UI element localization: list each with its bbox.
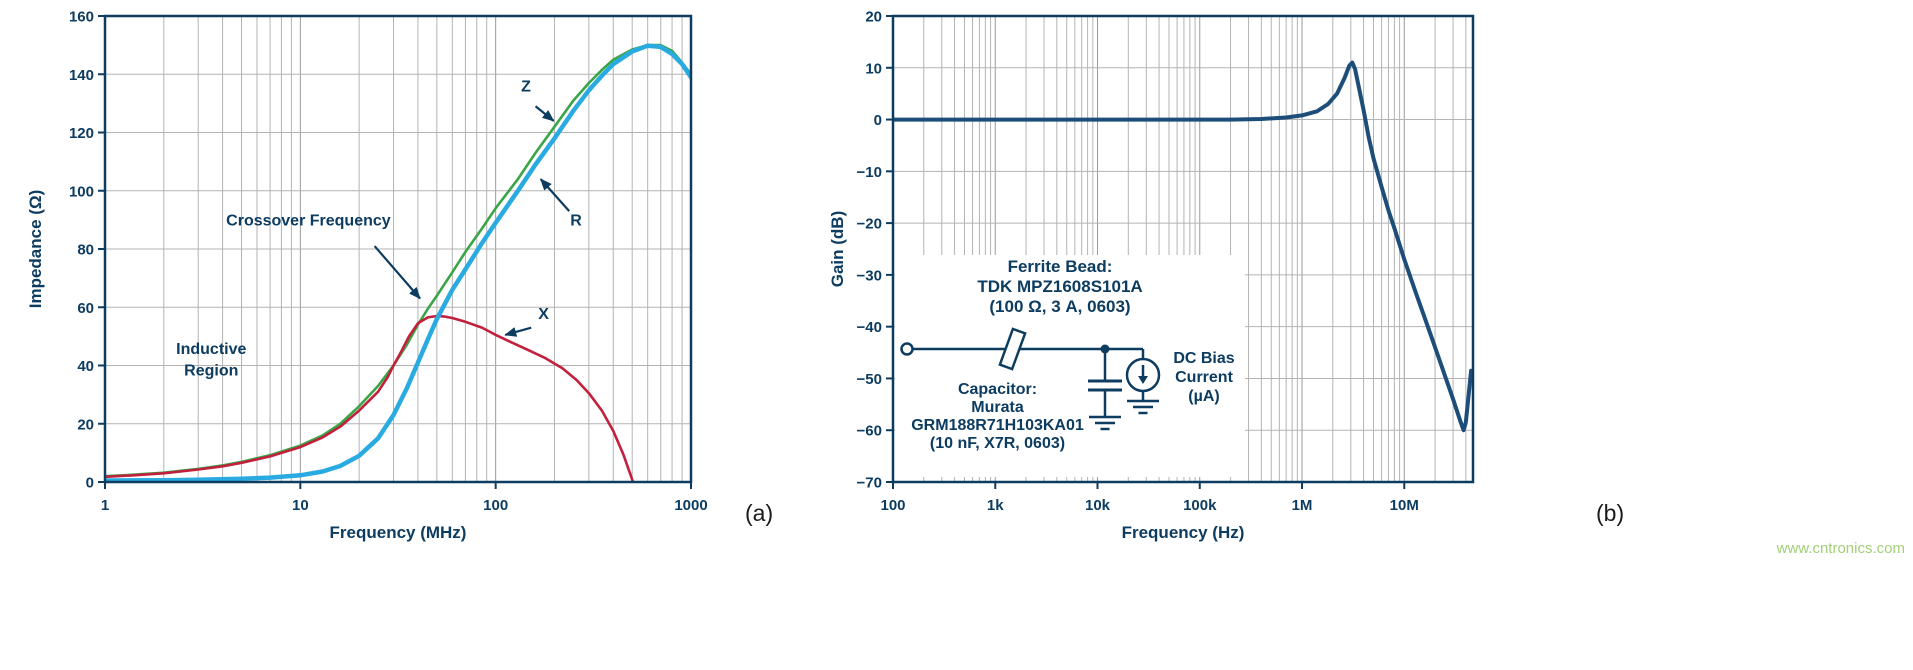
y-tick-label: −70 <box>857 475 882 492</box>
ferrite-bead-part-number: TDK MPZ1608S101A <box>977 277 1143 296</box>
junction-dot <box>1100 344 1110 354</box>
inductive-region-label-2: Region <box>184 363 238 380</box>
impedance-chart-panel: 1 10 100 1000 0 20 40 60 80 100 120 140 160 Frequency… <box>15 0 805 565</box>
y-axis-title: Impedance (Ω) <box>26 190 45 309</box>
x-tick-label: 100k <box>1183 497 1217 514</box>
y-tick-label: 20 <box>865 9 882 26</box>
dc-bias-line3: (µA) <box>1188 388 1220 405</box>
capacitor-title: Capacitor: <box>957 381 1038 398</box>
x-axis-title: Frequency (Hz) <box>1122 523 1245 542</box>
y-tick-label: 160 <box>69 9 94 26</box>
z-arrow <box>534 105 555 122</box>
circuit-schematic <box>900 327 1161 431</box>
y-tick-label: −10 <box>857 164 882 181</box>
y-tick-label: 120 <box>69 125 94 142</box>
series-X-curve <box>105 314 635 482</box>
x-tick-label: 100 <box>880 497 905 514</box>
y-tick-label: −30 <box>857 267 882 284</box>
x-tick-label: 1M <box>1292 497 1313 514</box>
capacitor-part-number: GRM188R71H103KA01 <box>911 417 1084 434</box>
y-tick-label: 20 <box>77 416 94 433</box>
ferrite-bead-symbol <box>998 327 1027 371</box>
y-tick-label: −50 <box>857 371 882 388</box>
x-tick-label: 10M <box>1390 497 1419 514</box>
y-tick-label: 80 <box>77 242 94 259</box>
y-tick-label: 0 <box>874 112 882 129</box>
r-arrow <box>539 178 571 212</box>
gain-chart-panel: 100 1k 10k 100k 1M 10M 20 10 0 −10 −20 −30 −40 −50 −60… <box>825 0 1585 565</box>
y-tick-label: 60 <box>77 300 94 317</box>
capacitor-specs: (10 nF, X7R, 0603) <box>929 435 1066 452</box>
capacitor-brand: Murata <box>971 399 1024 416</box>
ferrite-bead-title: Ferrite Bead: <box>1007 257 1113 276</box>
crossover-arrow <box>373 245 421 300</box>
y-tick-label: 10 <box>865 60 882 77</box>
y-tick-label: 0 <box>86 475 94 492</box>
y-tick-label: 100 <box>69 183 94 200</box>
y-tick-label: −40 <box>857 319 882 336</box>
x-tick-label: 100 <box>483 497 508 514</box>
x-tick-label: 1k <box>987 497 1004 514</box>
x-arrow <box>504 326 532 337</box>
x-tick-label: 10 <box>292 497 309 514</box>
current-arrow-head <box>1138 376 1148 384</box>
y-tick-label: 40 <box>77 358 94 375</box>
inductive-region-label-1: Inductive <box>176 341 246 358</box>
z-curve-label: Z <box>521 79 531 96</box>
dc-bias-line1: DC Bias <box>1173 350 1235 367</box>
circuit-inset: Ferrite Bead: TDK MPZ1608S101A (100 Ω, 3… <box>895 255 1245 477</box>
panel-b-label: (b) <box>1596 500 1625 526</box>
watermark: www.cntronics.com <box>1776 540 1905 557</box>
x-tick-label: 1 <box>101 497 109 514</box>
input-terminal-icon <box>900 342 914 356</box>
dc-bias-line2: Current <box>1175 369 1233 386</box>
panel-a-label: (a) <box>745 500 774 526</box>
series-R-curve <box>105 43 691 482</box>
r-curve-label: R <box>570 213 582 230</box>
ferrite-bead-specs: (100 Ω, 3 A, 0603) <box>989 297 1131 316</box>
plot-border <box>891 14 1475 484</box>
y-tick-label: −20 <box>857 216 882 233</box>
impedance-chart-svg: 1 10 100 1000 0 20 40 60 80 100 120 140 160 Frequency… <box>26 9 708 543</box>
capacitor-caption: Capacitor: Murata GRM188R71H103KA01 (10 … <box>895 381 1100 453</box>
x-tick-label: 1000 <box>674 497 707 514</box>
dc-bias-caption: DC Bias Current (µA) <box>1163 349 1245 406</box>
y-tick-label: 140 <box>69 67 94 84</box>
series-Gain-curve <box>893 60 1473 433</box>
x-tick-label: 10k <box>1085 497 1111 514</box>
y-axis-title: Gain (dB) <box>828 211 847 288</box>
ferrite-bead-caption: Ferrite Bead: TDK MPZ1608S101A (100 Ω, 3… <box>895 257 1225 317</box>
x-axis-title: Frequency (MHz) <box>330 523 467 542</box>
y-tick-label: −60 <box>857 423 882 440</box>
x-curve-label: X <box>538 306 549 323</box>
crossover-frequency-label: Crossover Frequency <box>226 213 391 230</box>
